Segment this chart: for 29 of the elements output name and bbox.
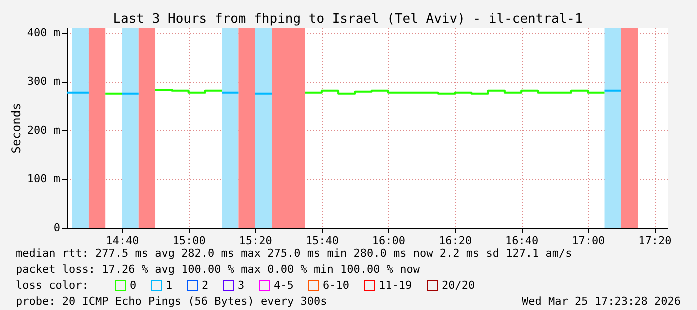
x-tick-label: 15:20 [239,234,272,248]
y-axis-title: Seconds [9,103,24,154]
text: packet loss: 17.26 % avg 100.00 % max 0.00 % min 100.00 % now [16,263,420,276]
chart-title: Last 3 Hours from fhping to Israel (Tel Aviv) - il-central-1 [113,12,583,27]
y-tick-label: 400 m [27,26,61,40]
legend-label: 20/20 [442,278,476,292]
x-tick-label: 16:40 [506,234,539,248]
y-tick-label: 0 [54,222,60,234]
legend-label: 11-19 [379,278,412,292]
legend-label: 6-10 [323,278,350,292]
y-tick-label: 200 m [27,124,61,137]
x-tick-label: 17:20 [638,234,672,248]
legend-label: 2 [202,278,209,292]
x-tick-label: 15:40 [306,234,339,248]
x-tick-label: 16:20 [438,234,472,248]
text: probe: 20 ICMP Echo Pings (56 Bytes) every 300s [16,295,328,308]
x-tick-label: 17:00 [572,234,606,248]
x-tick-label: 16:00 [372,234,406,248]
legend-title: loss color: [16,279,89,292]
x-tick-label: 15:00 [172,234,206,248]
y-tick-label: 100 m [27,172,61,186]
legend-label: 3 [238,278,245,292]
y-tick-label: 300 m [27,75,61,88]
x-tick-label: 14:40 [106,234,140,248]
legend-label: 0 [130,278,137,292]
legend-label: 4-5 [274,278,294,292]
text: Wed Mar 25 17:23:28 2026 [522,295,681,308]
legend-label: 1 [166,278,173,292]
text: median rtt: 277.5 ms avg 282.0 ms max 275.0 ms min 280.0 ms now 2.2 ms sd 127.1 am/s [16,247,572,260]
